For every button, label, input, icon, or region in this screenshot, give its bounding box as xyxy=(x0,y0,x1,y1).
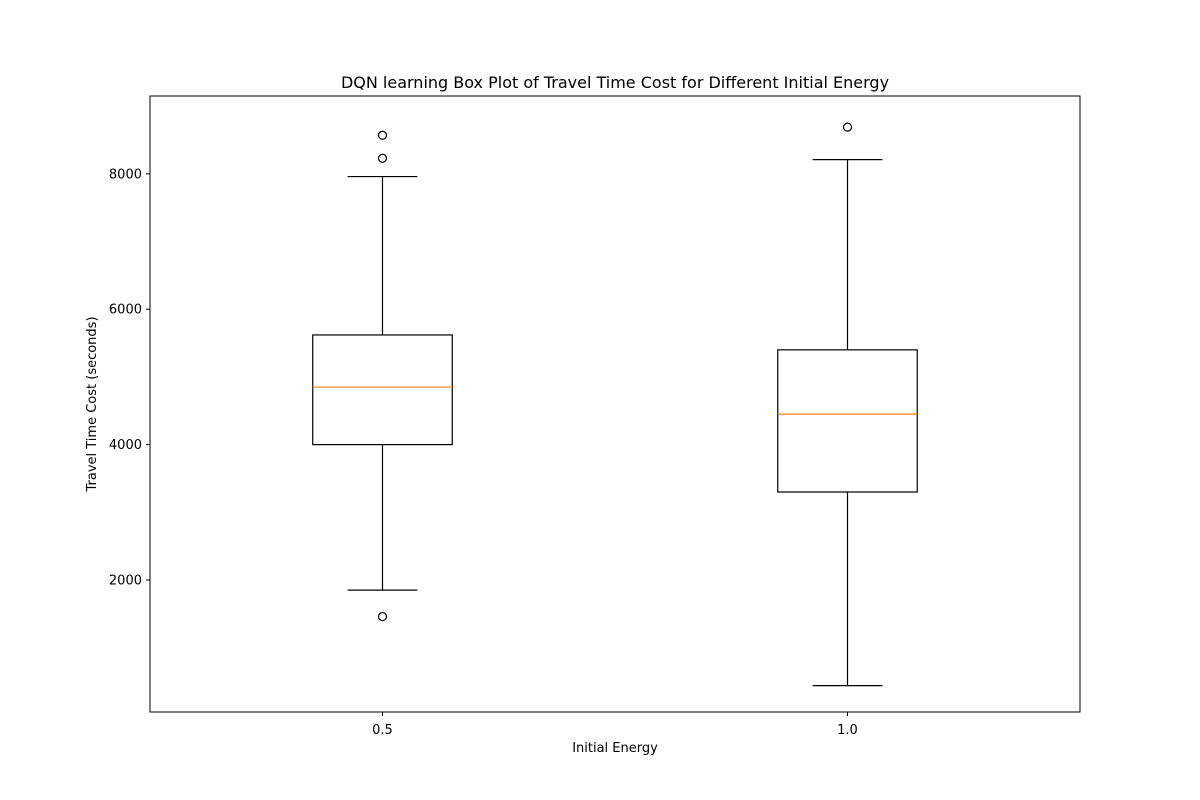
box-iqr xyxy=(777,349,918,493)
outlier-point xyxy=(377,153,388,163)
x-tick-label: 0.5 xyxy=(372,723,393,738)
x-axis-label: Initial Energy xyxy=(572,741,658,756)
axes-frame xyxy=(149,95,1081,713)
outlier-point xyxy=(842,122,853,132)
y-axis-label: Travel Time Cost (seconds) xyxy=(85,316,100,492)
y-tick-label: 2000 xyxy=(109,574,142,589)
y-tick-label: 4000 xyxy=(109,438,142,453)
y-tick-label: 8000 xyxy=(109,167,142,182)
y-tick-label: 6000 xyxy=(109,303,142,318)
plot-area: 2000 4000 6000 8000 0.5 1.0 xyxy=(109,122,918,738)
outlier-point xyxy=(377,130,388,140)
box-iqr xyxy=(312,334,453,446)
x-tick-label: 1.0 xyxy=(837,723,858,738)
chart-title: DQN learning Box Plot of Travel Time Cos… xyxy=(341,73,889,92)
outlier-point xyxy=(377,611,388,622)
